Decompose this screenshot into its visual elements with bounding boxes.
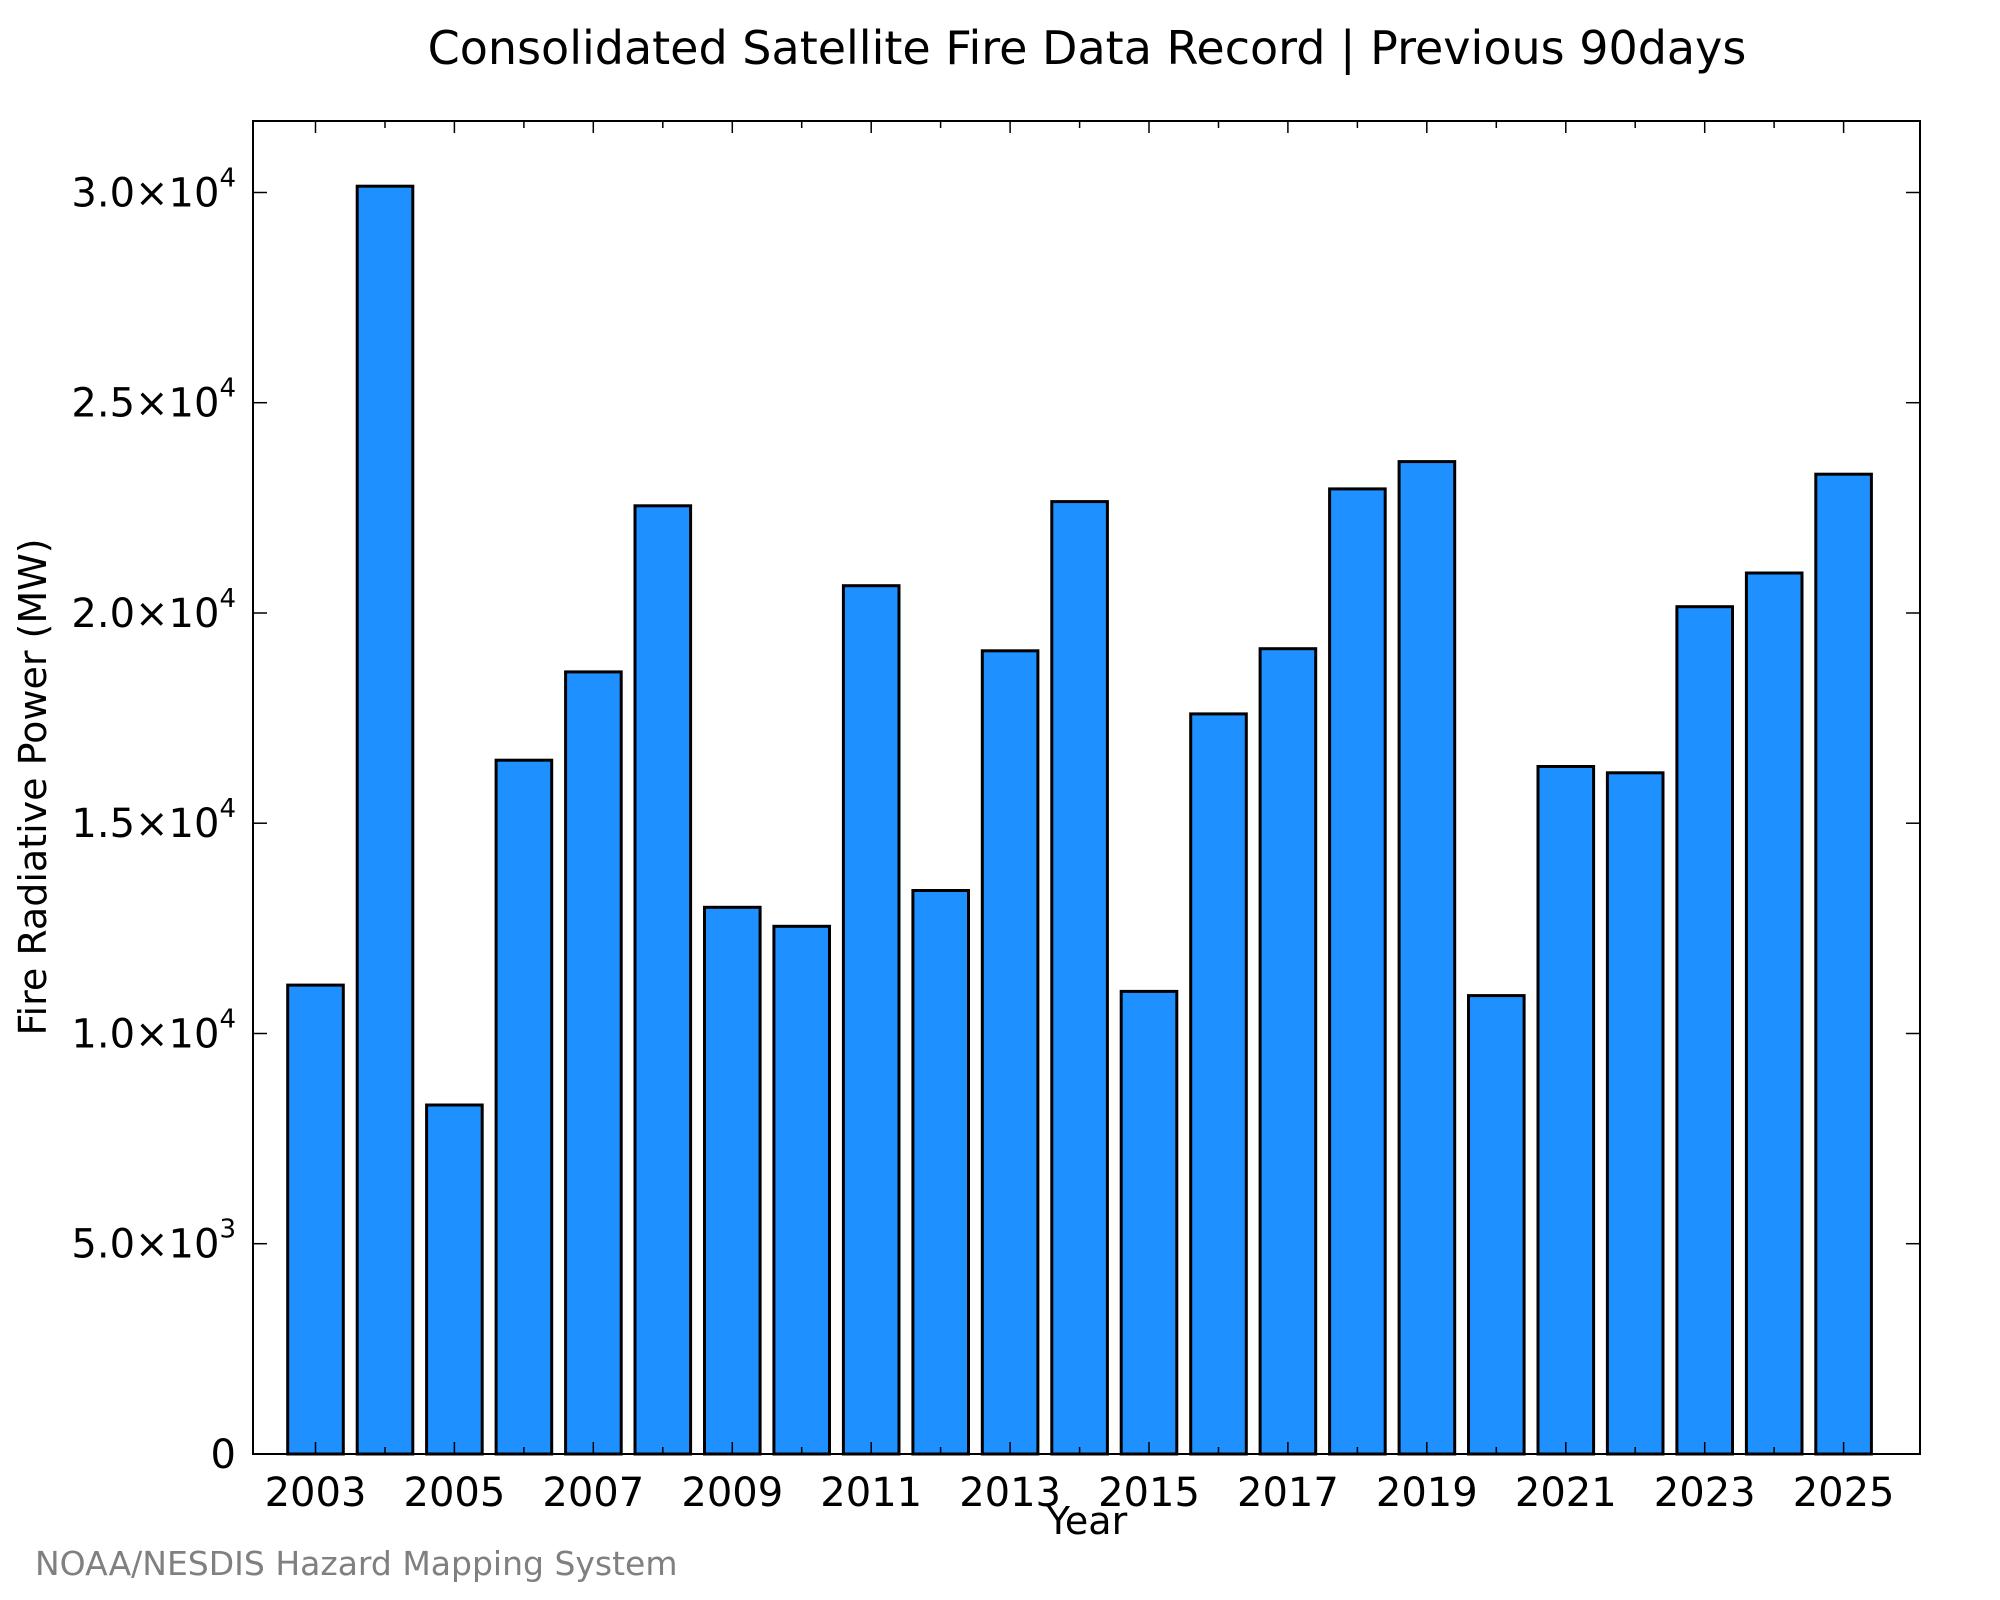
bar-2022 <box>1605 771 1665 1456</box>
y-tick-label: 2.5×104 <box>71 374 236 427</box>
x-axis-label: Year <box>1046 1499 1128 1543</box>
bar-2014 <box>1050 500 1109 1456</box>
bar-2009 <box>703 905 762 1456</box>
x-tick-label: 2015 <box>1098 1470 1200 1516</box>
y-tick-label: 1.5×104 <box>71 794 236 847</box>
y-tick-label: 3.0×104 <box>71 164 236 217</box>
bar-2017 <box>1258 647 1318 1456</box>
bar-2006 <box>494 758 554 1456</box>
bar-2008 <box>633 504 693 1456</box>
x-tick-label: 2009 <box>681 1470 783 1516</box>
y-tick-label: 0 <box>211 1432 236 1478</box>
y-tick-mantissa: 2.5×10 <box>71 381 219 427</box>
y-axis-label: Fire Radiative Power (MW) <box>11 538 55 1035</box>
chart-title: Consolidated Satellite Fire Data Record … <box>428 21 1747 76</box>
bar-2003 <box>286 983 345 1456</box>
bar-2019 <box>1397 460 1457 1456</box>
x-tick-label: 2025 <box>1793 1470 1895 1516</box>
x-tick-label: 2023 <box>1654 1470 1756 1516</box>
x-axis: 2003 2005 2007 2009 2011 2013 2015 2017 2019 2021… <box>265 121 1895 1516</box>
y-tick-mantissa: 3.0×10 <box>71 171 219 217</box>
plot-frame <box>252 120 1921 1455</box>
bar-2005 <box>425 1103 484 1456</box>
bar-2015 <box>1119 989 1179 1456</box>
x-tick-label: 2017 <box>1237 1470 1339 1516</box>
y-tick-exponent: 4 <box>219 794 236 824</box>
y-tick-label: 5.0×103 <box>71 1215 236 1268</box>
x-tick-label: 2019 <box>1376 1470 1478 1516</box>
bar-2020 <box>1467 994 1526 1456</box>
x-tick-label: 2003 <box>265 1470 367 1516</box>
y-tick-mantissa: 0 <box>211 1432 236 1478</box>
y-tick-exponent: 4 <box>219 1005 236 1035</box>
bar-2010 <box>772 924 832 1456</box>
bar-2013 <box>980 649 1040 1456</box>
x-tick-label: 2007 <box>542 1470 644 1516</box>
bar-2012 <box>911 889 971 1456</box>
source-credit: NOAA/NESDIS Hazard Mapping System <box>35 1544 678 1583</box>
bar-2018 <box>1328 487 1387 1456</box>
bar-2023 <box>1675 605 1735 1456</box>
bar-2011 <box>841 584 901 1456</box>
bar-2024 <box>1744 571 1804 1456</box>
bar-2007 <box>564 670 623 1456</box>
y-tick-mantissa: 1.0×10 <box>71 1012 219 1058</box>
bar-2025 <box>1814 472 1873 1456</box>
y-tick-mantissa: 2.0×10 <box>71 591 219 637</box>
bar-2016 <box>1189 712 1248 1456</box>
bar-2004 <box>355 184 415 1456</box>
y-tick-mantissa: 1.5×10 <box>71 801 219 847</box>
bars-layer <box>286 184 1873 1456</box>
y-tick-exponent: 4 <box>219 374 236 404</box>
y-tick-label: 1.0×104 <box>71 1005 236 1058</box>
y-tick-exponent: 3 <box>219 1215 236 1245</box>
y-tick-mantissa: 5.0×10 <box>71 1222 219 1268</box>
y-tick-exponent: 4 <box>219 164 236 194</box>
y-tick-exponent: 4 <box>219 584 236 614</box>
x-tick-label: 2013 <box>959 1470 1061 1516</box>
x-tick-label: 2005 <box>404 1470 506 1516</box>
x-tick-label: 2011 <box>820 1470 922 1516</box>
y-tick-label: 2.0×104 <box>71 584 236 637</box>
bar-2021 <box>1536 765 1596 1456</box>
y-axis: 05.0×1031.0×1041.5×1042.0×1042.5×1043.0×… <box>71 164 1920 1478</box>
x-tick-label: 2021 <box>1515 1470 1617 1516</box>
